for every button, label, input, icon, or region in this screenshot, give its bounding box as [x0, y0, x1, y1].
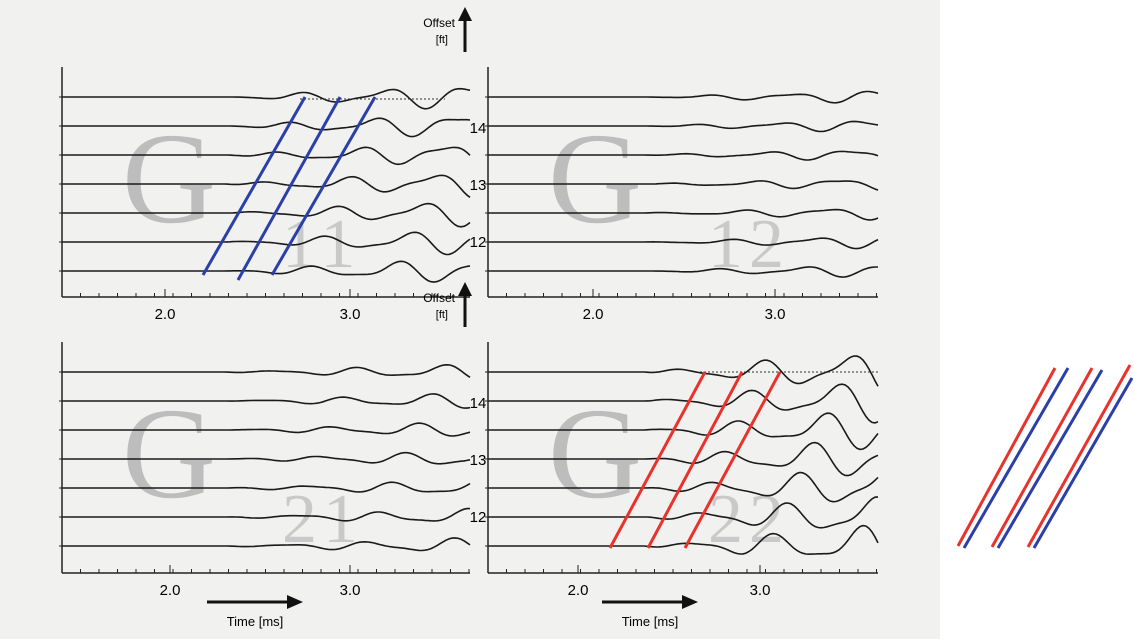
- trace: [488, 383, 879, 424]
- offset-unit: [ft]: [436, 309, 448, 321]
- trace: [488, 208, 879, 221]
- y-tick-label: 14: [470, 120, 487, 137]
- offset-label: Offset: [423, 291, 455, 305]
- x-tick-label: 3.0: [340, 582, 361, 599]
- trace: [488, 524, 879, 556]
- time-label: Time [ms]: [227, 614, 284, 629]
- x-tick-label: 2.0: [568, 582, 589, 599]
- trace: [62, 117, 471, 138]
- y-tick-label: 13: [470, 452, 487, 469]
- trace: [488, 441, 879, 477]
- figure-background: [0, 0, 940, 639]
- x-tick-label: 2.0: [583, 306, 604, 323]
- trace: [62, 451, 471, 465]
- y-tick-label: 13: [470, 177, 487, 194]
- x-tick-label: 3.0: [750, 582, 771, 599]
- panel-letter: G: [548, 107, 642, 251]
- trace: [488, 496, 879, 529]
- blue-line: [996, 369, 1104, 549]
- offset-unit: [ft]: [436, 34, 448, 46]
- y-tick-label: 14: [470, 395, 487, 412]
- panel-letter: G: [122, 382, 216, 526]
- red-line: [683, 371, 782, 549]
- panel-subscript: 22: [708, 481, 790, 558]
- trace: [488, 266, 878, 278]
- blue-line: [962, 367, 1070, 549]
- time-arrowhead: [682, 595, 698, 609]
- blue-line: [236, 96, 342, 281]
- panel-letter: G: [122, 107, 216, 251]
- x-tick-label: 2.0: [160, 582, 181, 599]
- trace: [62, 393, 471, 409]
- trace: [62, 202, 471, 228]
- x-tick-label: 3.0: [765, 306, 786, 323]
- trace: [62, 422, 471, 437]
- trace: [488, 412, 879, 451]
- time-arrowhead: [287, 595, 303, 609]
- trace: [62, 363, 471, 378]
- blue-line: [270, 96, 377, 276]
- x-tick-label: 3.0: [340, 306, 361, 323]
- trace: [62, 146, 471, 166]
- trace: [62, 231, 471, 256]
- trace: [488, 355, 879, 387]
- trace: [488, 120, 879, 133]
- trace: [488, 471, 879, 503]
- trace: [62, 537, 471, 552]
- offset-arrowhead: [458, 282, 472, 296]
- panel-letter: G: [548, 382, 642, 526]
- trace: [488, 90, 879, 104]
- offset-arrowhead: [458, 7, 472, 21]
- trace: [488, 180, 879, 191]
- y-tick-label: 12: [470, 509, 487, 526]
- trace: [62, 507, 470, 522]
- trace: [62, 87, 471, 110]
- red-line: [990, 367, 1094, 548]
- trace: [62, 481, 471, 493]
- red-line: [646, 371, 744, 549]
- trace: [488, 150, 879, 161]
- y-tick-label: 12: [470, 234, 487, 251]
- x-tick-label: 2.0: [155, 306, 176, 323]
- blue-line: [201, 96, 307, 276]
- offset-label: Offset: [423, 16, 455, 30]
- trace: [488, 237, 879, 250]
- trace: [62, 260, 471, 283]
- time-label: Time [ms]: [622, 614, 679, 629]
- red-line: [608, 371, 707, 549]
- trace: [62, 174, 471, 198]
- red-line: [956, 367, 1057, 547]
- red-line: [1026, 364, 1132, 548]
- blue-line: [1032, 377, 1134, 549]
